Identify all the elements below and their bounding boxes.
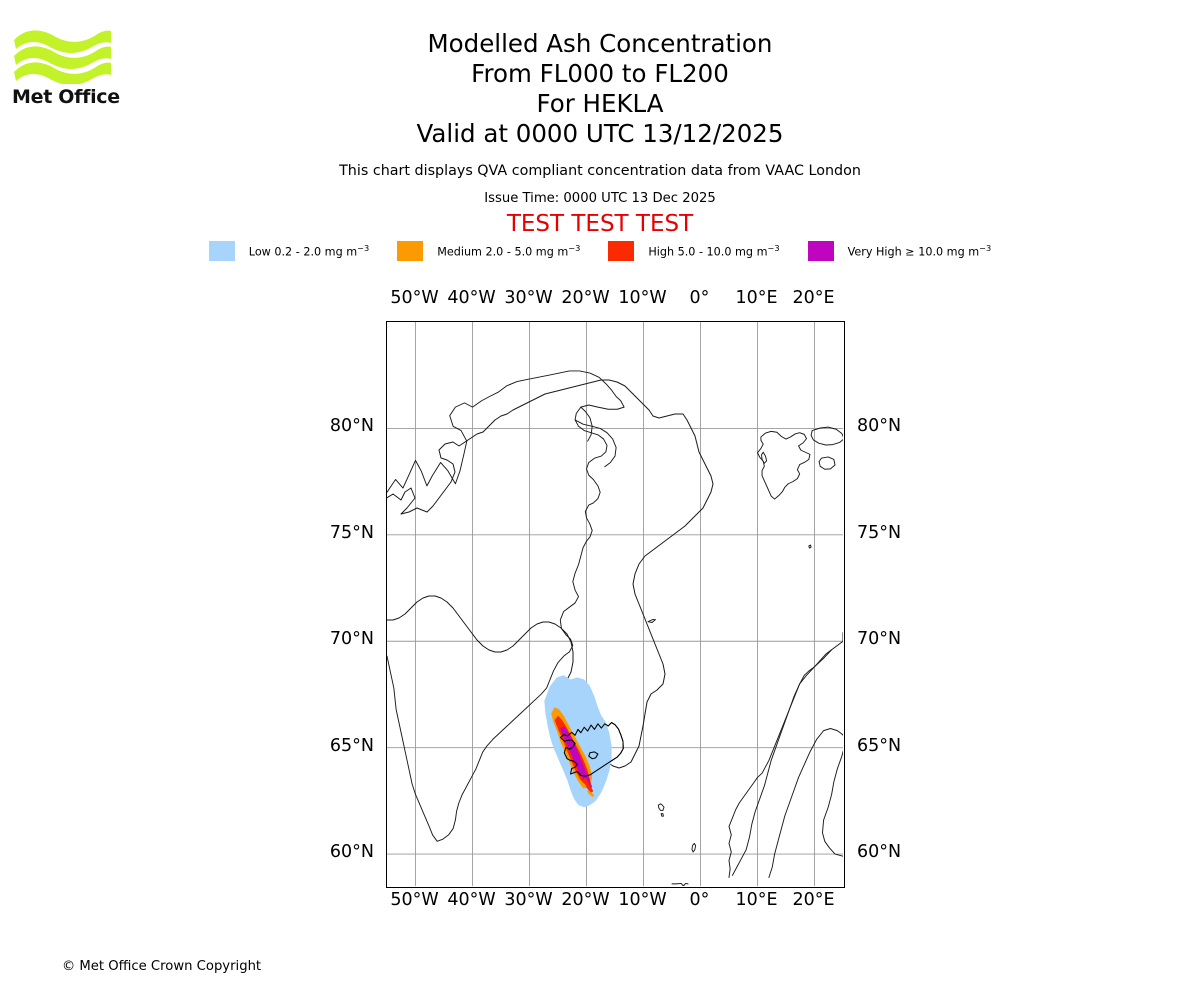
legend: Low 0.2 - 2.0 mg m−3 Medium 2.0 - 5.0 mg … (0, 241, 1200, 261)
met-office-logo: Met Office (12, 26, 122, 116)
legend-very-high-swatch (807, 241, 834, 261)
chart-note: This chart displays QVA compliant concen… (339, 163, 861, 179)
legend-medium: Medium 2.0 - 5.0 mg m−3 (397, 241, 580, 261)
coastline-paths (387, 370, 843, 886)
legend-high-swatch (608, 241, 635, 261)
met-office-wave-mark (14, 30, 111, 85)
axis-tick-lat-left: 70°N (329, 629, 374, 650)
legend-high: High 5.0 - 10.0 mg m−3 (608, 241, 780, 261)
plume-band-high-tail (583, 777, 594, 793)
issue-time: Issue Time: 0000 UTC 13 Dec 2025 (484, 191, 716, 206)
coastline-iceland (560, 722, 624, 777)
coastline-segment (691, 842, 697, 853)
legend-high-label: High 5.0 - 10.0 mg m−3 (648, 243, 780, 259)
axis-tick-lon: 10°W (618, 288, 667, 308)
axis-tick-lat-right: 65°N (857, 735, 902, 756)
legend-low-swatch (208, 241, 235, 261)
coastlines (387, 379, 714, 769)
coastline-segment (761, 451, 768, 464)
map-plot-area (386, 321, 845, 888)
axis-tick-lat-left: 80°N (329, 416, 374, 437)
coastline-segment (728, 632, 843, 878)
axis-tick-lon: 30°W (504, 890, 553, 910)
title-block: Modelled Ash Concentration From FL000 to… (0, 0, 1200, 238)
met-office-wordmark: Met Office (12, 86, 120, 108)
copyright-notice: © Met Office Crown Copyright (62, 959, 262, 974)
title-volcano: For HEKLA (536, 89, 664, 118)
axis-tick-lon: 20°W (561, 288, 610, 308)
axis-tick-lat-left: 75°N (329, 522, 374, 543)
axis-tick-lat-right: 70°N (857, 629, 902, 650)
axis-tick-lon: 10°W (618, 890, 667, 910)
coastline-segment (580, 406, 593, 442)
coastline-segment (671, 882, 689, 886)
map-frame (386, 321, 845, 888)
plume-band-very-high-core (577, 760, 593, 790)
coastline-segment (657, 803, 665, 811)
axis-tick-lon: 40°W (447, 890, 496, 910)
coastline-segment (731, 649, 833, 876)
plume-band-low2 (552, 681, 604, 789)
map-gridlines (387, 322, 843, 886)
test-banner: TEST TEST TEST (506, 211, 694, 237)
axis-tick-lat-right: 60°N (857, 842, 902, 863)
coastline-segment (818, 456, 836, 470)
axis-tick-lat-right: 80°N (857, 416, 902, 437)
plume-band-medium-tail (587, 790, 595, 798)
coastline-segment (647, 619, 656, 623)
page-title: Modelled Ash Concentration (427, 29, 773, 58)
coastline-segment (757, 430, 811, 500)
axis-tick-lon: 20°E (792, 890, 835, 910)
axis-tick-lon: 50°W (390, 890, 439, 910)
iceland-coastline (560, 722, 624, 777)
title-valid-time: Valid at 0000 UTC 13/12/2025 (416, 119, 784, 148)
axis-tick-lon: 10°E (735, 890, 778, 910)
axis-tick-lon: 10°E (735, 288, 778, 308)
map-canvas (387, 322, 843, 886)
axis-tick-lon: 0° (689, 890, 710, 910)
axis-tick-lon: 20°E (792, 288, 835, 308)
legend-very-high-label: Very High ≥ 10.0 mg m−3 (847, 243, 992, 259)
axis-tick-lat-left: 60°N (329, 842, 374, 863)
legend-low-label: Low 0.2 - 2.0 mg m−3 (248, 243, 370, 259)
coastline-segment (574, 419, 617, 468)
axis-tick-lon: 20°W (561, 890, 610, 910)
coastline-segment (810, 426, 843, 446)
legend-medium-label: Medium 2.0 - 5.0 mg m−3 (437, 243, 581, 259)
coastline-segment (822, 750, 843, 857)
coastline-segment (387, 370, 625, 842)
ash-plume (544, 675, 612, 808)
axis-tick-lat-right: 75°N (857, 522, 902, 543)
axis-tick-lon: 40°W (447, 288, 496, 308)
axis-tick-lat-left: 65°N (329, 735, 374, 756)
title-flight-levels: From FL000 to FL200 (471, 59, 729, 88)
legend-low: Low 0.2 - 2.0 mg m−3 (208, 241, 370, 261)
legend-very-high: Very High ≥ 10.0 mg m−3 (807, 241, 992, 261)
legend-medium-swatch (397, 241, 424, 261)
axis-tick-lon: 0° (689, 288, 710, 308)
axis-tick-lon: 50°W (390, 288, 439, 308)
coastline-segment (808, 544, 812, 549)
axis-tick-lon: 30°W (504, 288, 553, 308)
coastline-iceland (588, 751, 599, 760)
coastline-segment (768, 728, 843, 878)
coastline-segment (660, 813, 664, 817)
